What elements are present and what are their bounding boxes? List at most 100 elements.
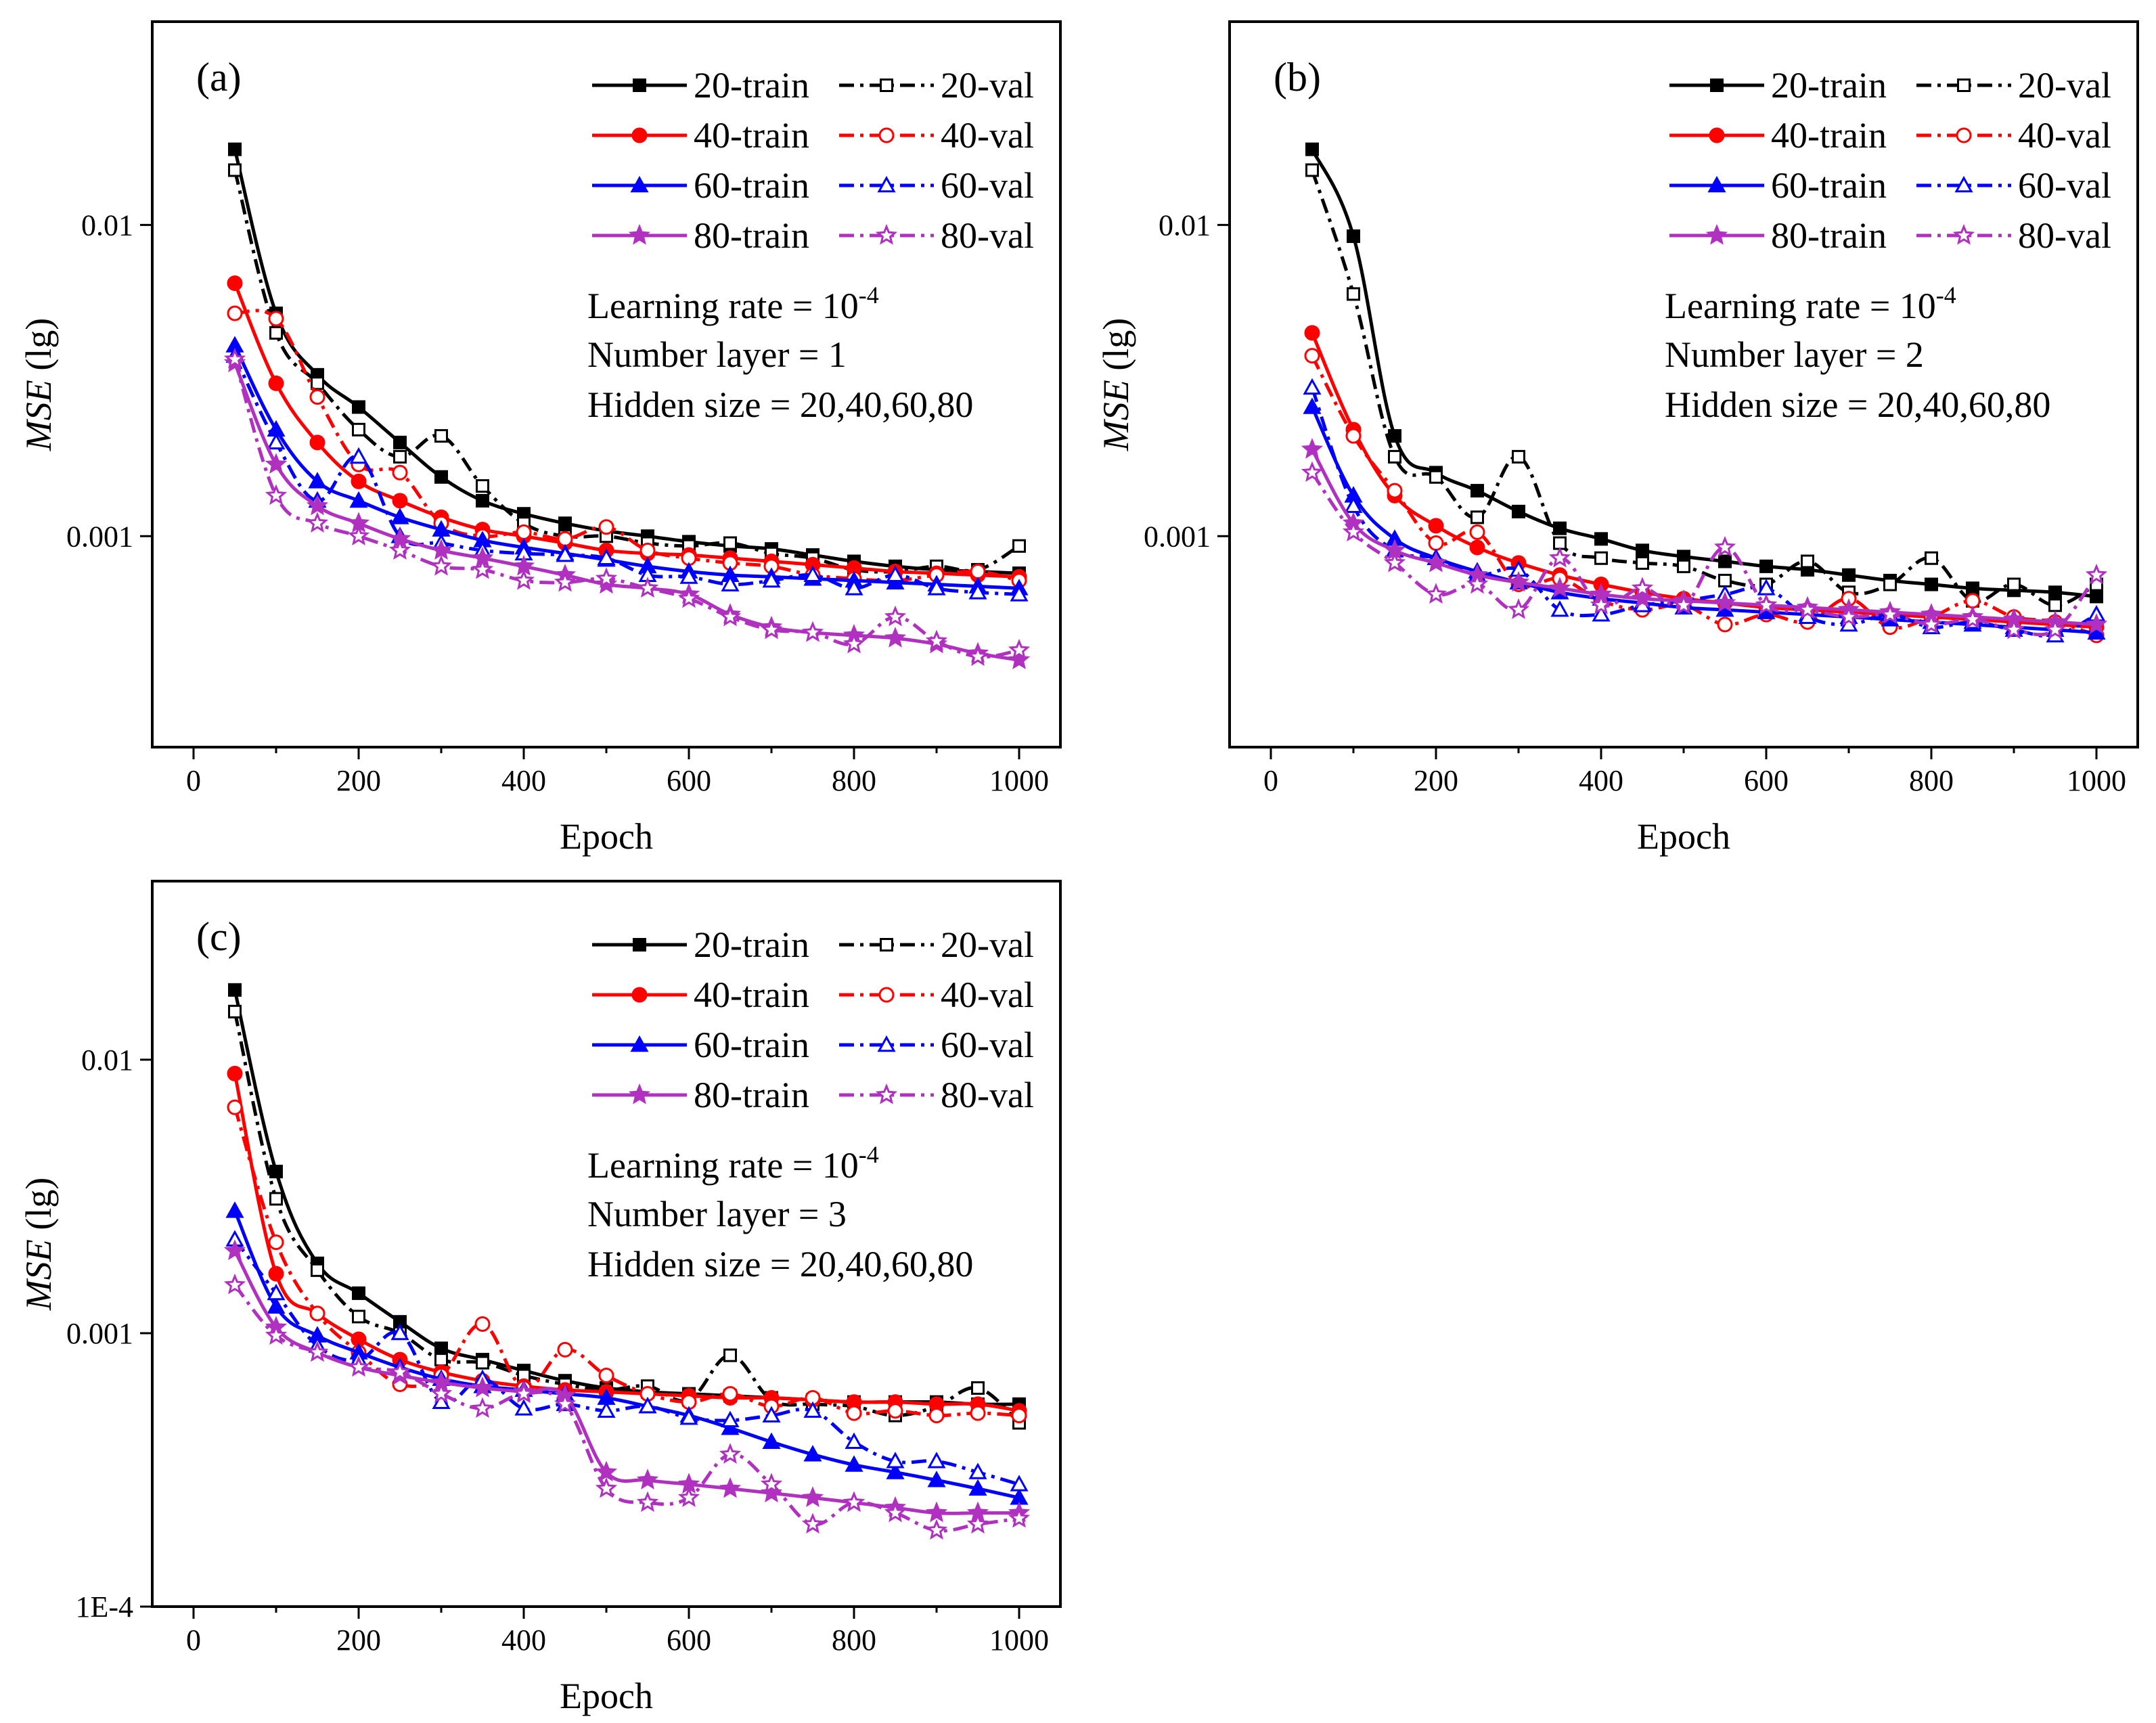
x-axis-title: Epoch <box>560 816 653 857</box>
data-point-20-train <box>476 493 489 508</box>
x-tick-label: 800 <box>832 764 876 797</box>
annotation-learning-rate: Learning rate = 10-4 <box>1665 282 1956 326</box>
data-point-80-train <box>1713 591 1736 612</box>
data-point-80-train <box>595 1460 618 1482</box>
data-point-60-val <box>803 1401 822 1418</box>
data-point-40-val <box>1469 524 1485 540</box>
x-tick-label: 0 <box>186 1624 201 1657</box>
data-point-80-train <box>1301 438 1324 459</box>
legend-marker-20-train <box>633 938 646 952</box>
data-point-60-val <box>638 1396 657 1414</box>
legend-label: 80-val <box>941 215 1034 256</box>
data-point-60-val <box>845 579 863 596</box>
data-point-20-val <box>393 449 407 464</box>
data-point-80-val <box>1342 520 1365 542</box>
legend-marker-60-val <box>1954 175 1973 193</box>
legend-item-20-val: 20-val <box>1916 65 2111 106</box>
data-point-80-val <box>760 1473 783 1494</box>
data-point-20-train <box>1842 568 1856 582</box>
data-point-20-train <box>434 1341 448 1356</box>
data-point-60-val <box>1010 1475 1029 1492</box>
legend-item-80-val: 80-val <box>1916 215 2111 256</box>
legend-marker-20-val <box>880 938 893 952</box>
data-point-60-val <box>927 1452 946 1469</box>
data-point-20-val <box>434 1353 448 1367</box>
data-point-80-val <box>843 632 866 654</box>
data-point-20-val <box>1429 470 1443 484</box>
data-point-40-val <box>1011 1408 1027 1424</box>
data-point-80-val <box>636 1491 659 1513</box>
data-point-20-val <box>1594 551 1608 565</box>
data-point-80-train <box>801 1486 824 1507</box>
data-point-60-val <box>349 447 368 464</box>
x-tick-label: 200 <box>336 1624 381 1657</box>
data-point-80-val <box>512 1382 535 1404</box>
data-point-80-val <box>388 539 411 560</box>
data-point-20-val <box>1883 577 1897 591</box>
legend-item-40-train: 40-train <box>592 975 809 1015</box>
data-point-20-train <box>2090 589 2103 604</box>
data-point-60-val <box>886 565 905 583</box>
data-point-80-val <box>1796 598 1819 619</box>
data-point-20-train <box>1966 581 1979 596</box>
legend-item-20-train: 20-train <box>1669 65 1887 106</box>
legend-label: 20-val <box>941 924 1034 965</box>
data-point-20-val <box>434 429 448 443</box>
data-point-80-val <box>1672 594 1695 614</box>
legend-label: 20-train <box>1771 65 1887 106</box>
data-point-80-val <box>1466 573 1489 594</box>
data-point-60-val <box>679 567 698 584</box>
x-tick-label: 400 <box>1579 764 1623 797</box>
data-point-40-val <box>928 1408 945 1424</box>
legend-label: 60-train <box>1771 165 1887 206</box>
data-point-40-train <box>227 275 243 291</box>
series-line-40-val <box>1310 355 2097 637</box>
annotation-hidden-size: Hidden size = 20,40,60,80 <box>1665 384 2050 425</box>
data-point-40-train <box>268 375 284 391</box>
data-point-80-val <box>1008 638 1031 660</box>
data-point-60-train <box>927 1471 946 1487</box>
series-80-val <box>223 348 1031 667</box>
data-point-20-val <box>476 1356 489 1370</box>
panel-label: (c) <box>196 914 242 959</box>
data-point-80-val <box>595 567 618 588</box>
x-tick-label: 1000 <box>989 1624 1049 1657</box>
learning-rate-exponent: -4 <box>859 1141 879 1168</box>
y-axis-title-mse: MSE <box>18 1239 59 1311</box>
annotation-block: Learning rate = 10-4 Number layer = 3 Hidd… <box>587 1141 973 1284</box>
annotation-number-layer: Number layer = 1 <box>587 334 847 375</box>
legend-marker-20-train <box>633 79 646 92</box>
data-point-20-train <box>1388 429 1401 443</box>
data-point-60-val <box>1010 585 1029 602</box>
data-point-80-val <box>471 1397 494 1418</box>
data-point-20-train <box>1718 554 1732 568</box>
data-point-40-train <box>1304 325 1320 341</box>
legend-item-20-val: 20-val <box>839 924 1034 965</box>
data-point-20-train <box>393 435 407 449</box>
x-tick-label: 1000 <box>989 764 1049 797</box>
data-point-20-train <box>2048 585 2062 600</box>
annotation-learning-rate: Learning rate = 10-4 <box>587 1141 879 1186</box>
legend-label: 80-train <box>694 1075 809 1115</box>
x-tick-label: 1000 <box>2067 764 2126 797</box>
data-point-60-val <box>845 1432 863 1450</box>
data-point-60-train <box>390 508 409 524</box>
data-point-40-train <box>351 473 367 489</box>
legend-label: 40-val <box>941 975 1034 1015</box>
data-point-20-train <box>1594 532 1608 546</box>
data-point-40-val <box>392 464 408 480</box>
x-tick-label: 600 <box>1744 764 1789 797</box>
legend-marker-80-val <box>1952 224 1975 245</box>
legend-item-20-val: 20-val <box>839 65 1034 106</box>
data-point-60-train <box>349 491 368 508</box>
data-point-80-val <box>801 621 824 642</box>
legend-marker-80-train <box>628 1083 651 1104</box>
x-tick-label: 400 <box>501 764 546 797</box>
series-line-40-val <box>233 1106 1020 1418</box>
data-point-80-val <box>1920 612 1943 634</box>
data-point-80-val <box>2002 618 2025 640</box>
data-point-20-val <box>2048 598 2062 612</box>
data-point-80-val <box>223 1273 246 1295</box>
data-point-40-val <box>598 519 614 535</box>
